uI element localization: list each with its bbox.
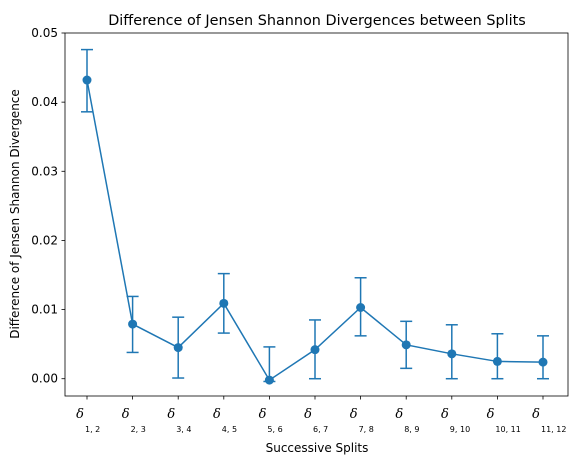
- y-tick-label: 0.05: [31, 26, 58, 40]
- data-point: [219, 298, 229, 308]
- chart-title: Difference of Jensen Shannon Divergences…: [108, 13, 526, 29]
- y-tick-label: 0.00: [31, 372, 58, 386]
- x-tick-label: δ: [487, 407, 495, 422]
- y-axis-label: Difference of Jensen Shannon Divergence: [8, 89, 22, 339]
- data-point: [128, 319, 138, 329]
- data-point: [82, 75, 92, 85]
- x-tick-sublabel: 4, 5: [222, 425, 237, 434]
- x-tick-label: δ: [532, 407, 540, 422]
- y-tick-label: 0.03: [31, 164, 58, 178]
- data-point: [401, 340, 411, 350]
- x-axis-label: Successive Splits: [266, 441, 369, 455]
- x-tick-label: δ: [350, 407, 358, 422]
- x-tick-label: δ: [167, 407, 175, 422]
- plot-frame: [64, 32, 569, 397]
- y-tick-label: 0.04: [31, 95, 58, 109]
- data-point: [492, 356, 502, 366]
- x-tick-label: δ: [122, 407, 130, 422]
- data-point: [356, 302, 366, 312]
- x-tick-sublabel: 7, 8: [359, 425, 374, 434]
- x-tick-sublabel: 3, 4: [176, 425, 191, 434]
- data-point: [447, 349, 457, 359]
- x-tick-label: δ: [259, 407, 267, 422]
- x-tick-sublabel: 5, 6: [267, 425, 282, 434]
- x-tick-sublabel: 8, 9: [404, 425, 419, 434]
- x-tick-sublabel: 6, 7: [313, 425, 328, 434]
- y-tick-label: 0.02: [31, 233, 58, 247]
- x-tick-label: δ: [213, 407, 221, 422]
- data-point: [310, 345, 320, 355]
- x-tick-label: δ: [441, 407, 449, 422]
- x-tick-sublabel: 2, 3: [131, 425, 146, 434]
- x-tick-sublabel: 9, 10: [450, 425, 470, 434]
- x-tick-label: δ: [76, 407, 84, 422]
- x-tick-sublabel: 1, 2: [85, 425, 100, 434]
- x-tick-sublabel: 11, 12: [541, 425, 566, 434]
- x-tick-label: δ: [304, 407, 312, 422]
- data-point: [264, 375, 274, 385]
- y-tick-label: 0.01: [31, 303, 58, 317]
- x-tick-label: δ: [395, 407, 403, 422]
- data-point: [538, 357, 548, 367]
- data-point: [173, 343, 183, 353]
- x-tick-sublabel: 10, 11: [495, 425, 520, 434]
